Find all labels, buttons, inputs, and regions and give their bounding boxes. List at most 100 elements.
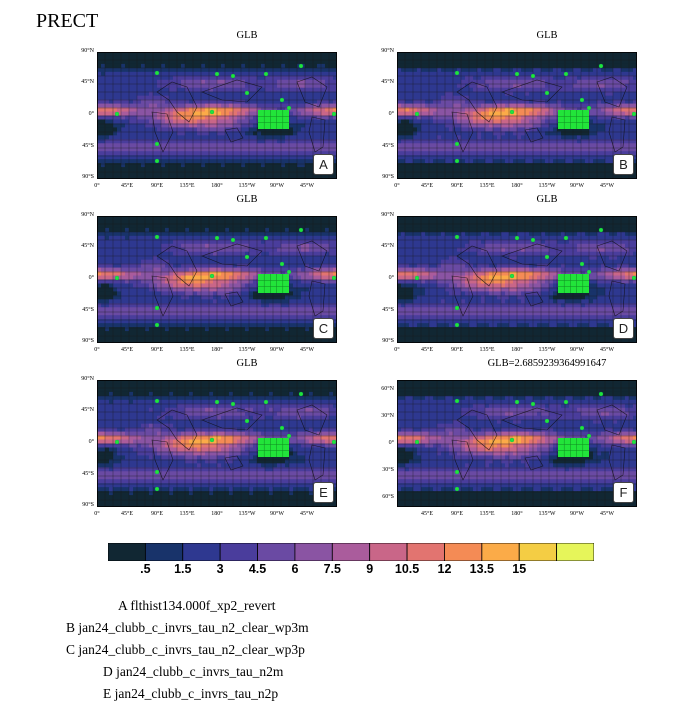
field-cell (161, 248, 165, 252)
field-cell (161, 240, 165, 244)
figure-title: PRECT (36, 10, 98, 33)
field-cell (161, 159, 165, 163)
field-cell (189, 84, 193, 88)
field-cell (429, 68, 433, 72)
field-cell (625, 135, 629, 139)
field-cell (265, 159, 269, 163)
field-cell (225, 104, 229, 108)
field-cell (465, 80, 469, 84)
field-cell (249, 167, 253, 171)
field-cell (293, 68, 297, 72)
field-cell (197, 127, 201, 131)
field-cell (525, 167, 529, 171)
field-cell (573, 104, 577, 108)
field-cell (241, 159, 245, 163)
field-cell (621, 56, 625, 60)
field-cell (229, 228, 233, 232)
field-cell (241, 276, 245, 280)
field-cell (481, 92, 485, 96)
field-cell (305, 151, 309, 155)
field-cell (221, 244, 225, 248)
field-cell (281, 240, 285, 244)
field-cell (485, 112, 489, 116)
field-cell (209, 100, 213, 104)
field-cell (297, 76, 301, 80)
field-cell (261, 104, 265, 108)
field-cell (129, 127, 133, 131)
field-cell (569, 68, 573, 72)
field-cell (213, 159, 217, 163)
field-cell (277, 171, 281, 175)
field-cell (149, 56, 153, 60)
field-cell (429, 96, 433, 100)
field-cell (105, 68, 109, 72)
field-cell (301, 104, 305, 108)
field-cell (473, 100, 477, 104)
field-cell (497, 159, 501, 163)
field-cell (117, 100, 121, 104)
field-cell (249, 68, 253, 72)
field-cell (149, 240, 153, 244)
field-cell (285, 76, 289, 80)
field-cell (465, 72, 469, 76)
field-cell (433, 92, 437, 96)
field-cell (193, 220, 197, 224)
field-cell (593, 72, 597, 76)
field-cell (137, 167, 141, 171)
field-cell (401, 135, 405, 139)
field-cell (417, 104, 421, 108)
field-cell (561, 80, 565, 84)
field-cell (413, 167, 417, 171)
field-cell (293, 88, 297, 92)
field-cell (441, 127, 445, 131)
field-cell (405, 56, 409, 60)
field-cell (229, 96, 233, 100)
field-cell (489, 159, 493, 163)
field-cell (105, 112, 109, 116)
field-cell (261, 252, 265, 256)
field-cell (405, 64, 409, 68)
field-cell (573, 92, 577, 96)
field-cell (121, 171, 125, 175)
field-cell (241, 240, 245, 244)
field-cell (113, 143, 117, 147)
field-cell (565, 56, 569, 60)
field-cell (453, 167, 457, 171)
field-cell (509, 84, 513, 88)
field-cell (105, 100, 109, 104)
field-cell (297, 276, 301, 280)
field-cell (121, 119, 125, 123)
field-cell (589, 68, 593, 72)
field-cell (329, 264, 333, 268)
field-cell (509, 76, 513, 80)
field-cell (237, 228, 241, 232)
field-cell (597, 135, 601, 139)
field-cell (313, 68, 317, 72)
field-cell (113, 84, 117, 88)
field-cell (305, 256, 309, 260)
field-cell (613, 84, 617, 88)
field-cell (493, 80, 497, 84)
x-tick-label: 135°W (532, 183, 562, 189)
field-cell (413, 88, 417, 92)
field-cell (237, 64, 241, 68)
field-cell (137, 96, 141, 100)
field-cell (321, 220, 325, 224)
field-cell (269, 135, 273, 139)
field-cell (169, 220, 173, 224)
field-cell (253, 232, 257, 236)
field-cell (105, 244, 109, 248)
field-cell (309, 92, 313, 96)
field-cell (241, 64, 245, 68)
field-cell (449, 119, 453, 123)
field-cell (241, 68, 245, 72)
field-cell (409, 68, 413, 72)
field-cell (109, 96, 113, 100)
field-cell (133, 119, 137, 123)
field-cell (493, 127, 497, 131)
field-cell (497, 151, 501, 155)
field-cell (277, 228, 281, 232)
field-cell (313, 248, 317, 252)
field-cell (293, 159, 297, 163)
